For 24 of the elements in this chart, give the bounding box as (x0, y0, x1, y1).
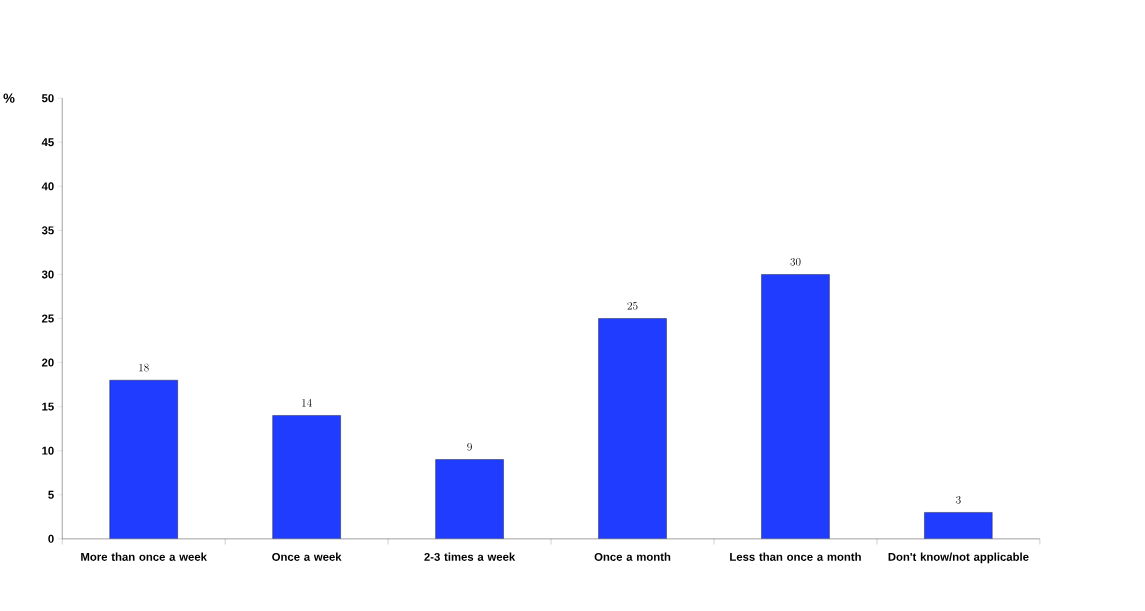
y-tick-label: 20 (41, 358, 54, 367)
x-tick-label: Once a week (272, 552, 342, 562)
x-tick-label: 2-3 times a week (424, 552, 516, 562)
y-tick-label: 5 (48, 491, 54, 499)
y-axis-title: % (3, 93, 15, 103)
y-tick-label: 40 (41, 182, 54, 191)
data-label: 18 (139, 363, 149, 372)
y-tick-label: 50 (41, 94, 54, 103)
y-tick-label: 35 (41, 226, 54, 235)
data-label: 9 (467, 443, 472, 451)
y-tick-label: 15 (42, 402, 54, 411)
x-tick-label: Once a month (594, 552, 671, 562)
data-label: 30 (790, 258, 801, 266)
x-tick-label: Don't know/not applicable (888, 552, 1029, 564)
x-tick-label: Less than once a month (730, 552, 861, 562)
y-tick-label: 25 (41, 314, 54, 323)
data-label: 3 (956, 496, 961, 504)
data-label: 14 (302, 399, 312, 407)
y-tick-label: 0 (48, 535, 54, 544)
y-tick-label: 45 (41, 138, 54, 147)
y-tick-label: 10 (42, 446, 54, 455)
y-tick-label: 30 (41, 270, 54, 279)
x-tick-label: More than once a week (81, 552, 207, 562)
data-label: 25 (627, 302, 638, 310)
